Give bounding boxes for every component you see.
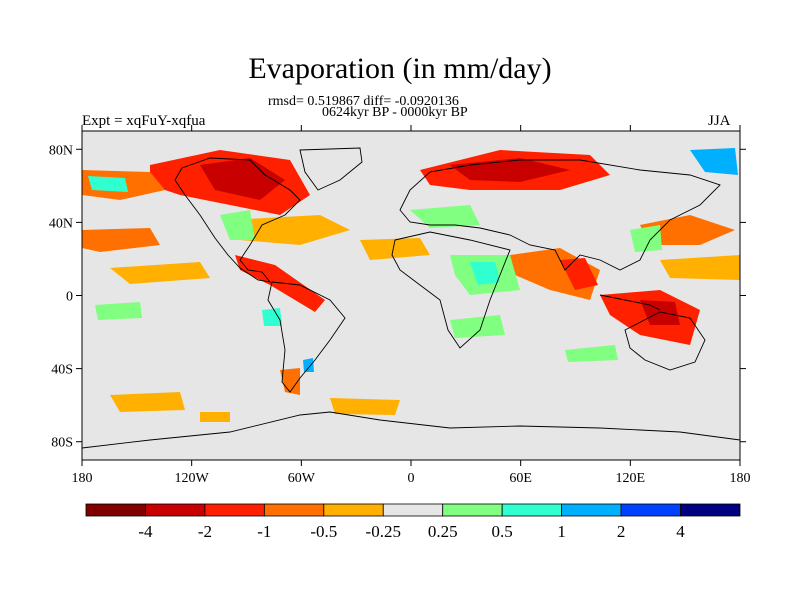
anomaly-patch [303,358,314,372]
coastline-antarctica [82,411,740,449]
lat-tick-label: 40N [49,216,73,231]
lon-tick-label: 60E [509,471,532,486]
coastline-australia [624,311,706,371]
colorbar-swatch [263,503,325,517]
coastline-south-america [267,281,346,393]
figure-title: Evaporation (in mm/day) [248,52,552,85]
coastline-eurasia [399,159,721,271]
anomaly-patch [110,392,185,412]
latitude-ticks: 80N 40N 0 40S 80S [49,143,746,451]
lon-tick-label: 60W [288,471,316,486]
anomaly-patch [82,228,160,252]
colorbar-label: -0.25 [366,522,401,541]
anomaly-patch [660,255,740,280]
experiment-label: Expt = xqFuY-xqfua [82,113,206,129]
period-line: 0624kyr BP - 0000kyr BP [322,105,468,120]
colorbar-swatch [204,503,265,517]
anomaly-patch [95,302,142,320]
colorbar-label: 0.25 [428,522,458,541]
colorbar-label: 0.5 [492,522,513,541]
colorbar-label: -1 [257,522,271,541]
anomaly-patch [110,262,210,284]
anomaly-patch [200,412,230,422]
anomaly-patch [690,148,738,175]
anomaly-patch [450,315,505,338]
anomaly-patch [630,225,662,252]
colorbar-swatch [145,503,206,517]
colorbar-swatch [442,503,503,517]
coastlines [82,147,740,449]
colorbar-swatch [501,503,563,517]
colorbar-swatch [680,503,741,517]
stats-line: rmsd= 0.519867 diff= -0.0920136 [268,94,459,109]
anomaly-patch [360,238,430,260]
anomaly-patch [200,158,285,200]
colorbar: -4 -2 -1 -0.5 -0.25 0.25 0.5 1 2 4 [85,503,741,541]
lat-tick-label: 80S [51,436,73,451]
colorbar-label: -4 [138,522,153,541]
anomaly-patch [410,205,480,228]
colorbar-label: 2 [617,522,626,541]
anomaly-patch [330,398,400,415]
colorbar-label: -2 [198,522,212,541]
coastline-greenland [299,147,363,191]
colorbar-label: 4 [676,522,685,541]
colorbar-label: 1 [557,522,566,541]
lon-tick-label: 180 [730,471,751,486]
lon-tick-label: 120W [175,471,210,486]
anomaly-patch [230,215,350,245]
anomaly-patch [262,308,282,326]
anomaly-patch [280,368,300,395]
coastline-north-america [174,157,301,283]
colorbar-swatch [561,503,622,517]
lon-tick-label: 180 [72,471,93,486]
coastline-indonesia [599,294,661,311]
lat-tick-label: 40S [51,363,73,378]
coastline-africa [391,231,511,349]
anomaly-patch [235,255,325,312]
anomaly-patch [470,262,500,285]
colorbar-swatch [85,503,146,517]
anomaly-patch [640,215,735,245]
lat-tick-label: 0 [66,290,73,305]
lon-tick-label: 0 [408,471,415,486]
lon-tick-label: 120E [616,471,646,486]
season-label: JJA [708,113,731,129]
anomaly-patch [565,345,618,362]
colorbar-swatch [323,503,384,517]
lat-tick-label: 80N [49,143,73,158]
colorbar-swatch [382,503,444,517]
anomaly-patch [88,176,128,192]
longitude-ticks: 180 120W 60W 0 60E 120E 180 [72,125,751,486]
colorbar-label: -0.5 [310,522,337,541]
anomaly-patch [220,210,255,240]
colorbar-swatch [620,503,681,517]
